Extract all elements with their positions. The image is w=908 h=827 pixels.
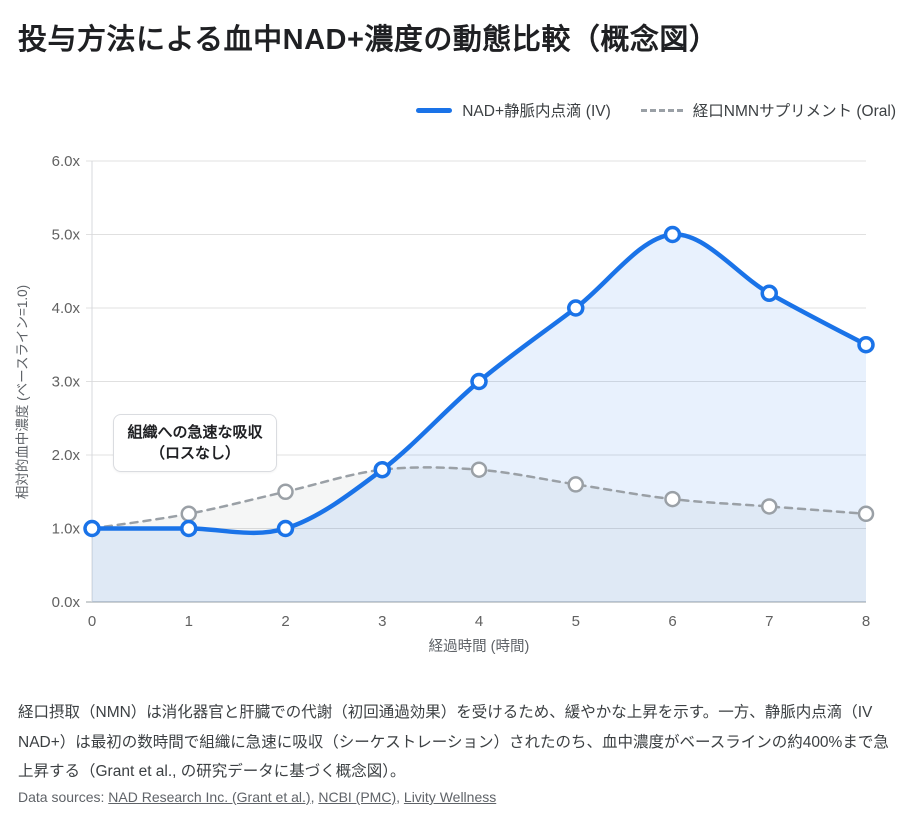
legend-item-iv[interactable]: NAD+静脈内点滴 (IV) bbox=[416, 99, 611, 121]
source-link-livity[interactable]: Livity Wellness bbox=[403, 789, 497, 805]
x-tick-label: 8 bbox=[862, 613, 870, 630]
source-separator: , bbox=[310, 789, 319, 805]
data-point[interactable] bbox=[276, 519, 295, 538]
y-tick-label: 0.0x bbox=[52, 594, 81, 611]
y-tick-label: 2.0x bbox=[52, 447, 81, 464]
legend-label-oral: 経口NMNサプリメント (Oral) bbox=[692, 103, 896, 120]
y-tick-label: 1.0x bbox=[52, 521, 81, 538]
y-tick-label: 6.0x bbox=[52, 153, 81, 170]
data-point[interactable] bbox=[180, 519, 198, 538]
data-point[interactable] bbox=[663, 225, 682, 244]
data-point[interactable] bbox=[857, 336, 875, 354]
x-tick-label: 5 bbox=[572, 613, 580, 630]
legend-swatch-iv-icon bbox=[416, 107, 453, 113]
data-point[interactable] bbox=[277, 483, 294, 500]
data-point[interactable] bbox=[373, 460, 391, 479]
x-tick-label: 2 bbox=[281, 613, 289, 630]
series-line bbox=[89, 232, 869, 536]
line-chart: 0.0x 1.0x 2.0x 3.0x 4.0x 5.0x 6.0x 0 1 2 3 4 5 6 7 8 経過時… bbox=[0, 130, 908, 670]
data-point[interactable] bbox=[83, 519, 101, 538]
data-point[interactable] bbox=[760, 284, 778, 303]
data-sources-label: Data sources: bbox=[18, 789, 105, 805]
source-separator: , bbox=[396, 789, 404, 805]
series-area bbox=[92, 234, 866, 602]
data-sources: Data sources: NAD Research Inc. (Grant e… bbox=[18, 789, 496, 805]
chart-canvas: 0.0x 1.0x 2.0x 3.0x 4.0x 5.0x 6.0x 0 1 2 3 4 5 6 7 8 経過時… bbox=[15, 153, 875, 655]
source-link-ncbi[interactable]: NCBI (PMC) bbox=[318, 789, 397, 805]
y-tick-label: 4.0x bbox=[52, 300, 81, 317]
annotation-line2: （ロスなし） bbox=[149, 445, 240, 462]
annotation-line1: 組織への急速な吸収 bbox=[127, 424, 263, 441]
x-tick-label: 0 bbox=[88, 613, 96, 630]
legend-item-oral[interactable]: 経口NMNサプリメント (Oral) bbox=[640, 99, 896, 121]
x-tick-label: 6 bbox=[668, 613, 676, 630]
data-point[interactable] bbox=[567, 476, 584, 493]
y-tick-label: 3.0x bbox=[52, 374, 81, 391]
data-point[interactable] bbox=[664, 490, 681, 508]
x-tick-label: 7 bbox=[765, 613, 773, 630]
legend-label-iv: NAD+静脈内点滴 (IV) bbox=[462, 103, 611, 120]
data-point[interactable] bbox=[567, 299, 585, 317]
x-axis-title: 経過時間 (時間) bbox=[429, 638, 530, 655]
data-point[interactable] bbox=[180, 505, 197, 523]
chart-legend: NAD+静脈内点滴 (IV) 経口NMNサプリメント (Oral) bbox=[0, 96, 896, 124]
annotation-box: 組織への急速な吸収 （ロスなし） bbox=[113, 414, 277, 472]
data-point[interactable] bbox=[470, 372, 488, 391]
x-tick-label: 4 bbox=[475, 613, 483, 630]
x-tick-label: 1 bbox=[185, 613, 193, 630]
page-title: 投与方法による血中NAD+濃度の動態比較（概念図） bbox=[18, 24, 719, 56]
source-link-nad-research[interactable]: NAD Research Inc. (Grant et al.) bbox=[108, 789, 311, 805]
y-tick-label: 5.0x bbox=[52, 227, 81, 244]
x-tick-label: 3 bbox=[378, 613, 386, 630]
data-point[interactable] bbox=[470, 461, 488, 478]
data-point[interactable] bbox=[857, 505, 875, 523]
y-axis-title: 相対的血中濃度 (ベースライン=1.0) bbox=[15, 285, 30, 499]
data-point[interactable] bbox=[761, 498, 778, 515]
legend-swatch-oral-icon bbox=[640, 108, 683, 112]
chart-description: 経口摂取（NMN）は消化器官と肝臓での代謝（初回通過効果）を受けるため、緩やかな… bbox=[18, 704, 889, 780]
